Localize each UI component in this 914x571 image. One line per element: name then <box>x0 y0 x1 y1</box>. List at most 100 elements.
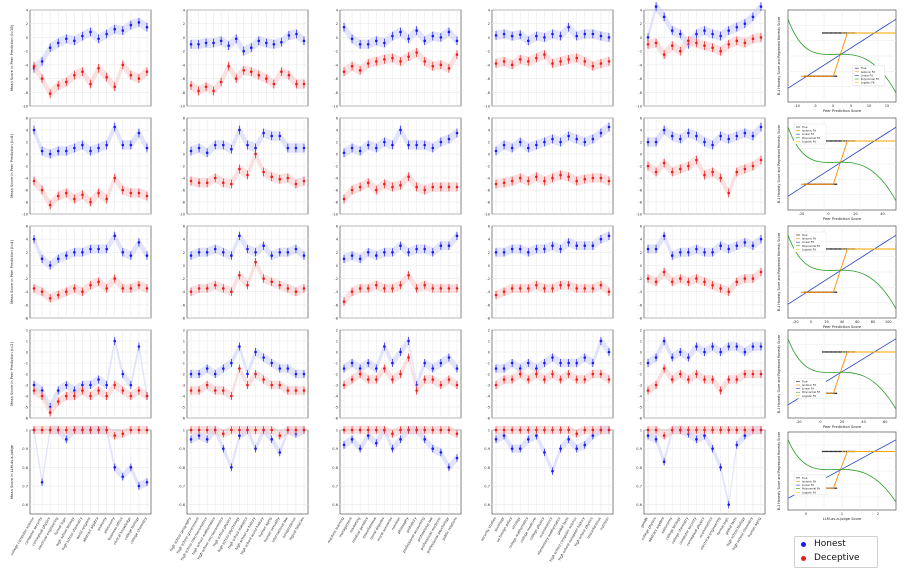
deceptive-point <box>727 428 731 432</box>
honest-point <box>711 345 714 348</box>
x-axis-label: LLM-as-a-judge Score <box>823 517 862 521</box>
deceptive-point <box>551 176 554 180</box>
honest-point <box>654 5 658 8</box>
deceptive-point <box>607 290 611 294</box>
honest-point <box>121 372 125 376</box>
honest-point <box>431 250 435 254</box>
deceptive-point <box>197 89 200 93</box>
panel-r0-c2: -10 -8 -6 -4 -2 0 2 4 <box>332 9 462 109</box>
y-tick-label: 0.9 <box>179 447 185 451</box>
deceptive-point <box>189 84 193 87</box>
deceptive-point <box>230 394 233 398</box>
true-point <box>829 248 832 250</box>
honest-point <box>302 372 306 376</box>
honest-point <box>121 143 125 147</box>
deceptive-point <box>272 82 276 86</box>
deceptive-point <box>286 389 290 392</box>
deceptive-point <box>262 428 265 432</box>
y-tick-label: 4 <box>26 9 29 13</box>
deceptive-point <box>518 58 522 61</box>
isotonic-fit-line <box>800 248 896 293</box>
honest-point <box>391 447 394 450</box>
y-axis-label: B-1 Honesty Score and Regressed Honesty … <box>777 125 781 203</box>
deceptive-point <box>591 64 595 68</box>
honest-point <box>439 244 443 248</box>
honest-point <box>759 345 763 348</box>
honest-point <box>510 146 514 150</box>
deceptive-point <box>654 280 658 284</box>
true-point <box>837 351 839 353</box>
deceptive-point <box>121 432 125 436</box>
honest-point <box>719 134 722 138</box>
honest-point <box>48 152 52 156</box>
y-axis-label: B-1 Honesty Score and Regressed Honesty … <box>777 233 781 311</box>
y-tick-label: 0.9 <box>332 447 338 451</box>
honest-point <box>89 247 92 251</box>
honest-point <box>40 389 44 392</box>
true-point <box>833 140 835 142</box>
deceptive-point <box>278 383 282 387</box>
honest-point <box>439 361 443 365</box>
deceptive-point <box>687 428 690 432</box>
deceptive-point <box>535 283 538 287</box>
deceptive-point <box>711 378 714 381</box>
deceptive-point <box>295 82 298 86</box>
mini-legend-label: True <box>802 379 808 383</box>
deceptive-point <box>502 181 506 185</box>
y-tick-label: -6 <box>181 77 185 81</box>
y-axis-label: Mean Score in Peer Prediction (l=8) <box>10 134 14 198</box>
y-tick-label: 0 <box>488 153 491 157</box>
honest-point <box>113 466 117 469</box>
honest-point <box>97 378 100 381</box>
honest-point <box>447 137 451 141</box>
y-tick-label: 4 <box>640 238 643 242</box>
honest-point <box>145 25 149 29</box>
deceptive-point <box>48 428 52 432</box>
y-tick-label: -2 <box>486 50 490 54</box>
deceptive-point <box>670 280 674 284</box>
y-tick-label: -4 <box>181 395 185 399</box>
panel-r1-c4: -10 -8 -6 -4 -2 0 2 4 6 <box>636 117 766 217</box>
honest-point <box>342 443 346 447</box>
honest-point <box>129 23 133 27</box>
deceptive-point <box>567 372 570 376</box>
true-point <box>825 351 828 353</box>
honest-point <box>64 383 68 387</box>
true-point <box>825 450 828 453</box>
honest-point <box>105 383 108 387</box>
deceptive-point <box>399 60 402 63</box>
honest-point <box>703 140 706 144</box>
deceptive-point <box>695 372 698 376</box>
honest-point <box>543 247 546 251</box>
honest-point <box>735 345 739 348</box>
honest-point <box>575 244 579 248</box>
honest-point <box>607 350 611 354</box>
y-tick-label: -1 <box>486 362 490 366</box>
y-tick-label: 0 <box>183 264 186 268</box>
true-point <box>828 351 830 353</box>
honest-point <box>559 140 562 144</box>
true-point <box>827 351 829 353</box>
deceptive-point <box>32 389 36 392</box>
honest-point <box>662 460 666 464</box>
honest-point <box>518 367 522 370</box>
deceptive-point <box>543 53 546 56</box>
true-point <box>833 351 835 353</box>
isotonic-fit-line <box>800 32 896 77</box>
deceptive-point <box>221 389 225 392</box>
y-tick-label: -8 <box>181 317 185 321</box>
deceptive-point <box>735 378 739 381</box>
honest-point <box>302 254 306 257</box>
honest-point <box>583 356 587 359</box>
y-axis-label: Mean Score in LLM-as-a-judge <box>10 444 14 499</box>
y-tick-label: 0 <box>26 153 29 157</box>
deceptive-point <box>695 41 698 45</box>
honest-point <box>431 146 435 150</box>
deceptive-point <box>567 283 570 287</box>
deceptive-point <box>518 176 522 180</box>
honest-point <box>56 389 60 392</box>
legend-entry-honest: Honest <box>795 537 877 551</box>
deceptive-point <box>518 287 522 290</box>
honest-point <box>73 250 76 254</box>
